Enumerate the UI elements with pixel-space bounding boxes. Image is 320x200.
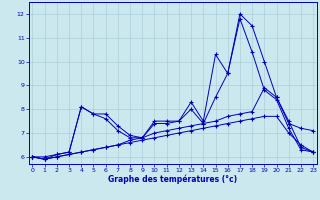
X-axis label: Graphe des températures (°c): Graphe des températures (°c) [108, 175, 237, 184]
